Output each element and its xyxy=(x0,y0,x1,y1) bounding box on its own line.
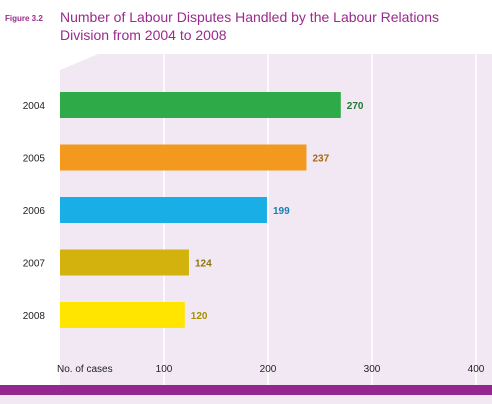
x-tick-labels: 100 200 300 400 xyxy=(156,364,485,375)
x-axis-label: No. of cases xyxy=(57,364,113,375)
value-label-2007: 124 xyxy=(195,259,212,270)
bar-2006 xyxy=(60,197,267,223)
value-label-2004: 270 xyxy=(347,101,364,112)
category-label-2008: 2008 xyxy=(23,311,46,322)
bar-2004 xyxy=(60,92,341,118)
bar-2007 xyxy=(60,249,189,276)
figure-label: Figure 3.2 xyxy=(5,14,43,23)
x-tick-100: 100 xyxy=(156,364,173,375)
x-tick-200: 200 xyxy=(260,364,277,375)
footer-band xyxy=(0,385,492,395)
value-label-2006: 199 xyxy=(273,206,290,217)
category-labels: 2004 2005 2006 2007 2008 xyxy=(23,101,46,322)
value-label-2005: 237 xyxy=(312,154,329,165)
bars xyxy=(60,92,341,328)
category-label-2007: 2007 xyxy=(23,259,46,270)
category-label-2004: 2004 xyxy=(23,101,46,112)
bar-2008 xyxy=(60,302,185,328)
value-labels: 270 237 199 124 120 xyxy=(191,101,364,322)
chart-title: Number of Labour Disputes Handled by the… xyxy=(60,9,440,43)
value-label-2008: 120 xyxy=(191,311,208,322)
x-tick-300: 300 xyxy=(364,364,381,375)
category-label-2006: 2006 xyxy=(23,206,46,217)
footer-strip xyxy=(0,395,492,404)
bar-2005 xyxy=(60,144,307,171)
x-tick-400: 400 xyxy=(468,364,485,375)
category-label-2005: 2005 xyxy=(23,154,46,165)
